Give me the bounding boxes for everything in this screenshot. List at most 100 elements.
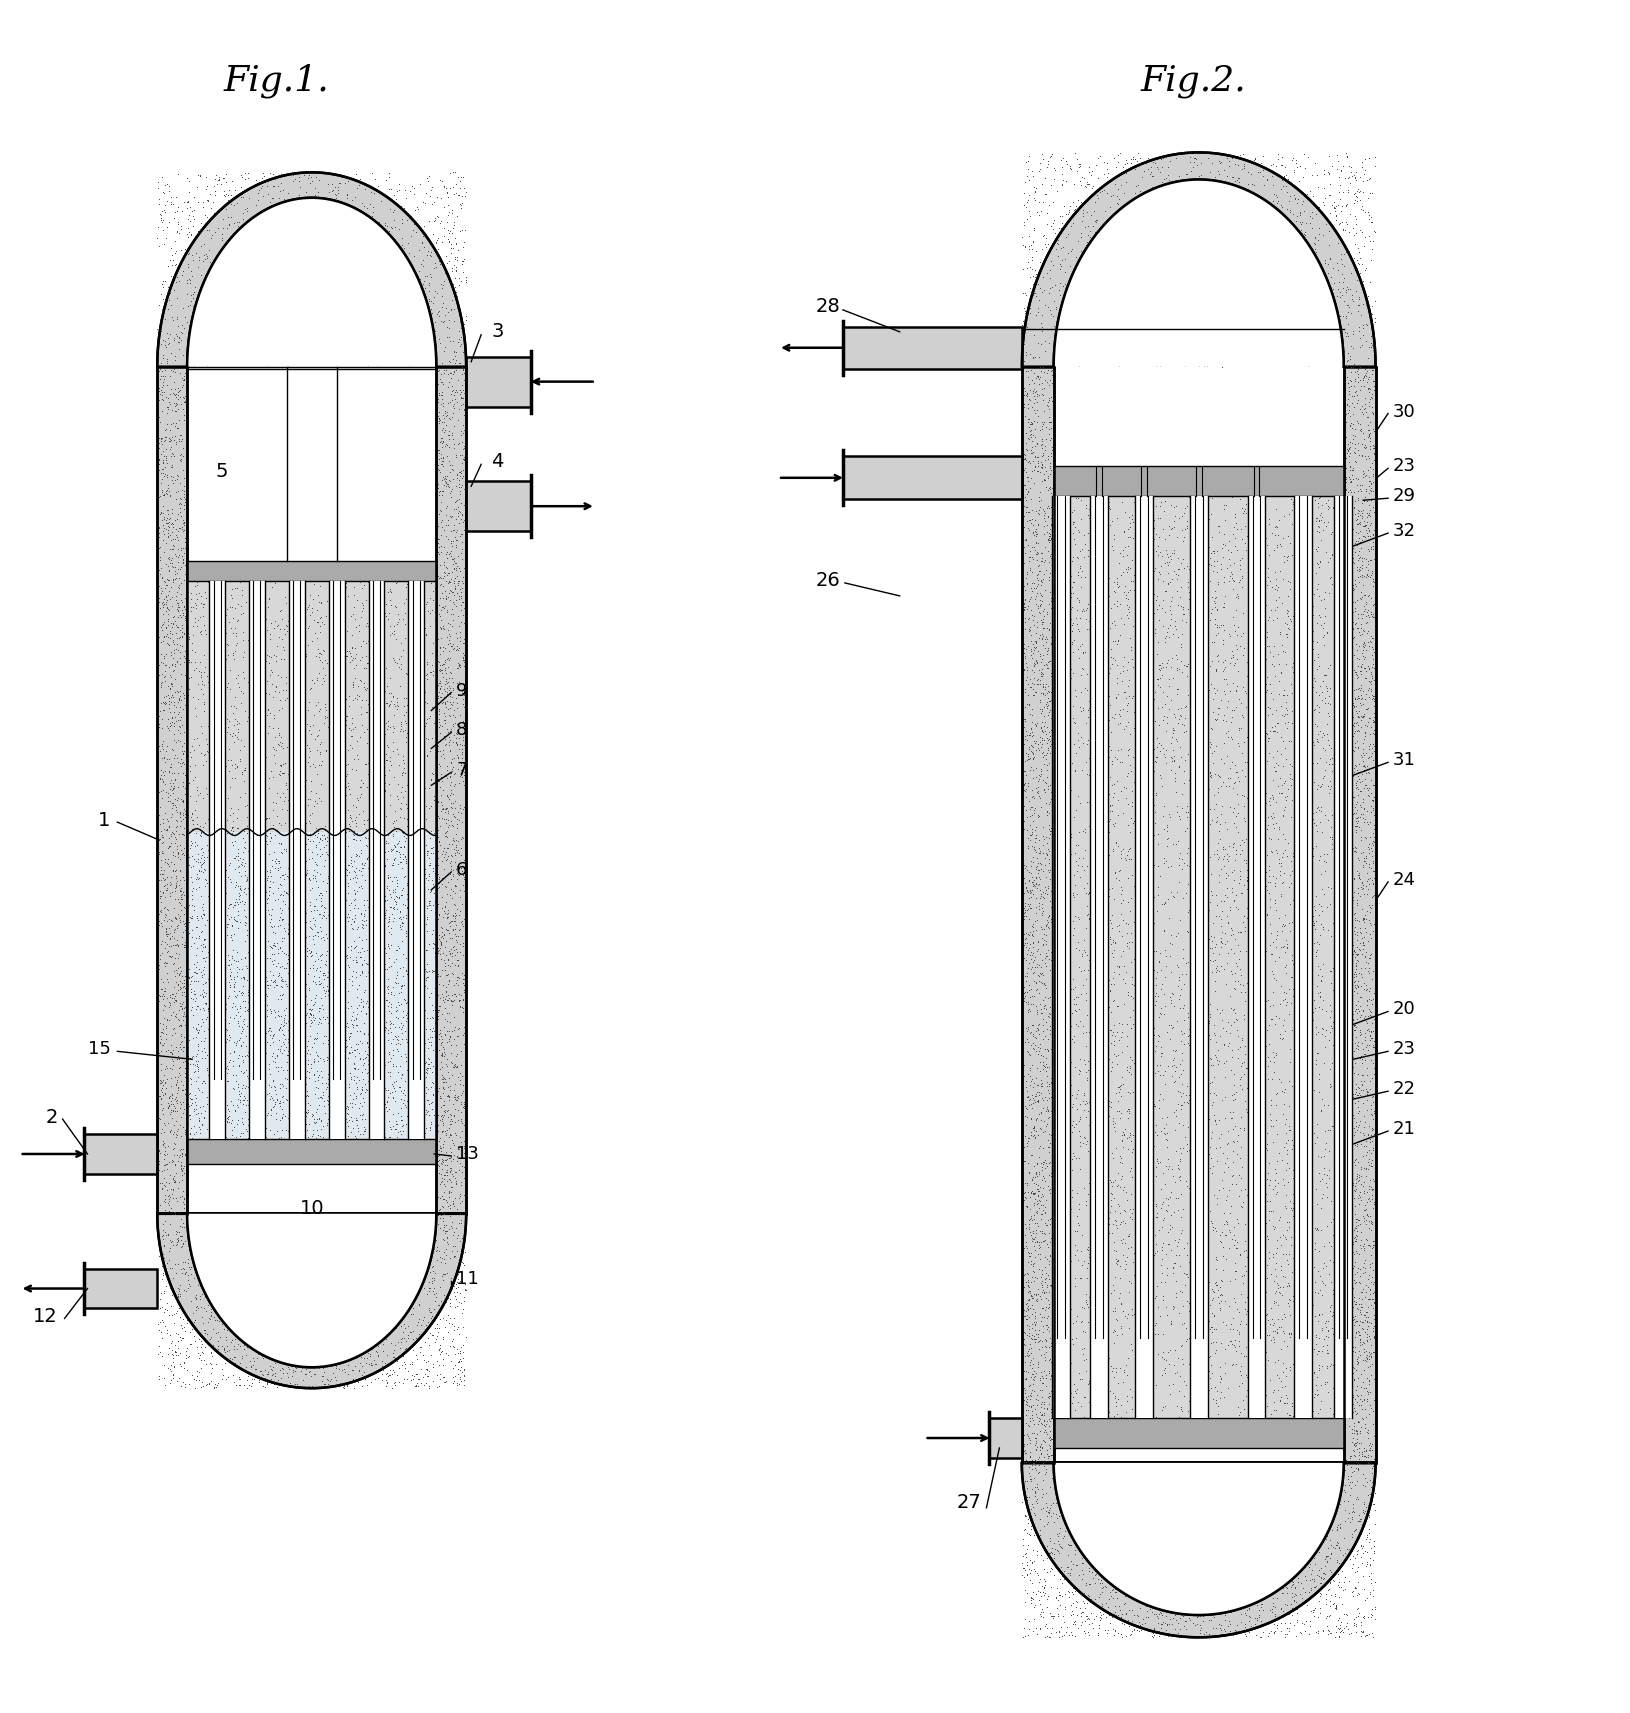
Point — [1042, 1466, 1068, 1494]
Point — [1265, 918, 1291, 946]
Point — [292, 1326, 318, 1353]
Point — [1301, 1076, 1327, 1103]
Point — [220, 752, 246, 779]
Point — [1319, 802, 1345, 829]
Point — [1218, 764, 1244, 791]
Point — [1214, 161, 1240, 188]
Point — [1325, 1425, 1351, 1453]
Point — [1177, 464, 1203, 492]
Point — [1076, 154, 1102, 182]
Point — [1071, 1079, 1097, 1107]
Point — [360, 1242, 386, 1269]
Point — [145, 1137, 171, 1165]
Point — [1324, 961, 1350, 988]
Point — [1015, 1028, 1042, 1055]
Point — [1068, 1453, 1094, 1480]
Point — [1231, 140, 1257, 168]
Point — [1356, 375, 1382, 403]
Point — [355, 1077, 381, 1105]
Point — [152, 1218, 178, 1245]
Point — [1125, 1163, 1151, 1191]
Point — [205, 586, 231, 613]
Point — [163, 1071, 189, 1098]
Point — [178, 648, 204, 675]
Point — [1136, 1406, 1162, 1434]
Point — [297, 170, 323, 197]
Point — [1265, 473, 1291, 500]
Point — [230, 1292, 256, 1319]
Point — [1061, 1537, 1087, 1564]
Point — [1030, 1052, 1056, 1079]
Point — [346, 618, 372, 646]
Point — [1089, 1006, 1115, 1033]
Point — [1077, 293, 1104, 320]
Point — [370, 1331, 396, 1358]
Point — [1307, 1473, 1333, 1501]
Point — [1227, 1165, 1253, 1192]
Point — [437, 1216, 463, 1244]
Point — [437, 1122, 463, 1149]
Point — [1353, 665, 1379, 692]
Point — [1332, 829, 1358, 856]
Point — [435, 630, 461, 658]
Point — [1029, 656, 1055, 683]
Point — [1315, 492, 1341, 519]
Point — [1208, 1514, 1234, 1542]
Point — [148, 197, 174, 224]
Point — [1033, 154, 1060, 182]
Point — [388, 709, 414, 737]
Point — [1130, 469, 1156, 497]
Point — [256, 944, 282, 971]
Point — [447, 624, 473, 651]
Point — [1337, 793, 1363, 821]
Point — [1245, 541, 1271, 569]
Point — [285, 862, 311, 889]
Point — [238, 790, 264, 817]
Point — [156, 915, 183, 942]
Point — [401, 976, 427, 1004]
Point — [290, 1077, 316, 1105]
Point — [429, 1149, 455, 1177]
Point — [1201, 310, 1227, 337]
Point — [1022, 651, 1048, 678]
Point — [1104, 1250, 1130, 1278]
Point — [1141, 757, 1167, 785]
Point — [1307, 892, 1333, 920]
Point — [321, 863, 347, 891]
Point — [1118, 296, 1144, 324]
Point — [240, 747, 266, 774]
Point — [419, 1302, 445, 1329]
Point — [378, 212, 404, 240]
Point — [1017, 1206, 1043, 1233]
Point — [1356, 1340, 1382, 1367]
Point — [1128, 1523, 1154, 1550]
Point — [419, 1302, 445, 1329]
Point — [1236, 1501, 1262, 1528]
Point — [277, 915, 303, 942]
Point — [1118, 1609, 1144, 1636]
Point — [406, 971, 432, 999]
Point — [1350, 312, 1376, 339]
Point — [372, 1103, 398, 1131]
Point — [302, 922, 328, 949]
Point — [230, 978, 256, 1006]
Point — [440, 757, 466, 785]
Point — [1284, 185, 1311, 212]
Point — [375, 1309, 401, 1336]
Point — [1343, 800, 1369, 827]
Point — [1359, 1619, 1385, 1646]
Point — [427, 675, 453, 702]
Point — [326, 779, 352, 807]
Point — [1030, 605, 1056, 632]
Point — [145, 233, 171, 260]
Point — [1262, 257, 1288, 284]
Point — [1359, 730, 1385, 757]
Point — [1060, 1453, 1086, 1480]
Point — [500, 516, 526, 543]
Point — [1007, 471, 1033, 498]
Point — [156, 870, 183, 898]
Point — [429, 795, 455, 822]
Point — [888, 473, 914, 500]
Point — [445, 236, 471, 264]
Point — [1180, 1574, 1206, 1602]
